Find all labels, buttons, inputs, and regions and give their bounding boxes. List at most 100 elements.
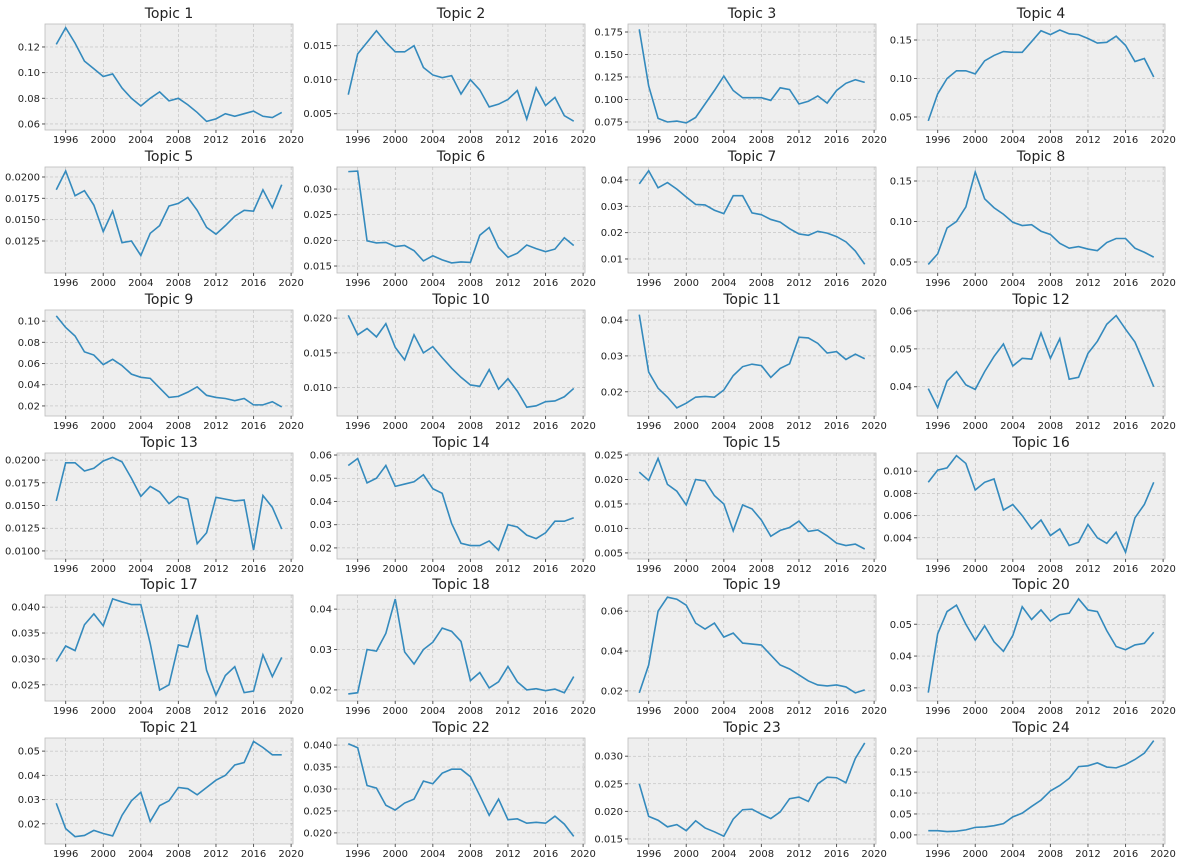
- x-tick-label: 2012: [1075, 706, 1100, 717]
- line: [348, 598, 575, 695]
- x-tick-label: 2000: [91, 421, 116, 432]
- y-tick-label: 0.04: [18, 380, 40, 391]
- x-tick-label: 2004: [711, 706, 736, 717]
- subplot-title: Topic 16: [1011, 435, 1070, 451]
- x-tick-label: 2008: [1038, 706, 1063, 717]
- x-tick-label: 1996: [636, 564, 661, 575]
- x-tick-label: 2020: [570, 421, 595, 432]
- x-tick-label: 2000: [383, 421, 408, 432]
- y-tick-label: 0.025: [11, 680, 40, 691]
- x-tick-label: 2020: [861, 278, 886, 289]
- x-tick-label: 1996: [53, 849, 78, 860]
- y-tick-label: 0.125: [594, 73, 623, 84]
- x-tick-label: 2008: [749, 278, 774, 289]
- line: [55, 740, 282, 838]
- plot-area: [44, 23, 294, 131]
- y-tick-label: 0.20: [890, 747, 912, 758]
- x-tick-label: 2016: [533, 278, 558, 289]
- x-tick-label: 2000: [963, 135, 988, 146]
- y-tick-label: 0.05: [890, 620, 912, 631]
- x-tick-label: 2012: [495, 706, 520, 717]
- subplot: Topic 14 1996 2000 2004 2008 2012 2016 2020 0.02…: [310, 435, 596, 575]
- subplot-title: Topic 4: [1016, 6, 1066, 22]
- x-tick-label: 2000: [674, 706, 699, 717]
- x-tick-label: 1996: [925, 135, 950, 146]
- y-tick-label: 0.02: [18, 819, 40, 830]
- y-tick-label: 0.020: [594, 807, 623, 818]
- y-tick-label: 0.0150: [5, 215, 40, 226]
- x-tick-label: 2004: [1000, 421, 1025, 432]
- y-tick-label: 0.10: [890, 74, 912, 85]
- y-tick-label: 0.010: [303, 75, 332, 86]
- plot-area: [336, 166, 586, 274]
- y-tick-label: 0.030: [303, 784, 332, 795]
- line: [638, 456, 866, 550]
- plot-area: [627, 737, 877, 845]
- y-tick-label: 0.03: [601, 202, 623, 213]
- x-tick-label: 2016: [824, 564, 849, 575]
- x-tick-label: 2020: [861, 135, 886, 146]
- y-tick-label: 0.05: [890, 809, 912, 820]
- y-tick-label: 0.025: [303, 806, 332, 817]
- y-tick-label: 0.020: [303, 236, 332, 247]
- subplot-title: Topic 24: [1011, 720, 1070, 736]
- plot-area: [916, 166, 1166, 274]
- subplot: Topic 17 1996 2000 2004 2008 2012 2016 2020 0.02…: [11, 577, 303, 717]
- x-tick-label: 1996: [53, 421, 78, 432]
- x-tick-label: 2000: [383, 564, 408, 575]
- x-tick-label: 2004: [128, 278, 153, 289]
- plot-area: [916, 594, 1166, 702]
- subplot: Topic 9 1996 2000 2004 2008 2012 2016 2020 0.02 0…: [18, 292, 304, 432]
- y-tick-label: 0.02: [601, 686, 623, 697]
- y-tick-label: 0.0200: [5, 456, 40, 467]
- plot-area: [336, 737, 586, 845]
- subplot-title: Topic 17: [139, 577, 197, 593]
- x-tick-label: 2012: [495, 421, 520, 432]
- x-tick-label: 2004: [128, 564, 153, 575]
- subplot-title: Topic 10: [431, 292, 489, 308]
- x-tick-label: 2004: [1000, 278, 1025, 289]
- x-tick-label: 2016: [241, 564, 266, 575]
- x-tick-label: 2016: [1113, 421, 1138, 432]
- x-tick-label: 2012: [203, 135, 228, 146]
- y-tick-label: 0.015: [594, 834, 623, 845]
- subplot: Topic 7 1996 2000 2004 2008 2012 2016 2020 0.01 0…: [601, 149, 887, 289]
- y-tick-label: 0.15: [890, 177, 912, 188]
- subplot-title: Topic 20: [1011, 577, 1069, 593]
- x-tick-label: 2000: [383, 278, 408, 289]
- x-tick-label: 2020: [861, 421, 886, 432]
- x-tick-label: 2020: [570, 278, 595, 289]
- subplot-title: Topic 21: [139, 720, 197, 736]
- y-tick-label: 0.010: [303, 383, 332, 394]
- x-tick-label: 2016: [824, 421, 849, 432]
- y-tick-label: 0.040: [303, 741, 332, 752]
- x-tick-label: 2008: [1038, 421, 1063, 432]
- x-tick-label: 2000: [91, 278, 116, 289]
- x-tick-label: 2008: [166, 564, 191, 575]
- y-tick-label: 0.04: [18, 771, 40, 782]
- y-tick-label: 0.05: [890, 257, 912, 268]
- x-tick-label: 2000: [91, 564, 116, 575]
- x-tick-label: 2020: [861, 564, 886, 575]
- x-tick-label: 2016: [1113, 135, 1138, 146]
- plot-area: [916, 309, 1166, 417]
- y-tick-label: 0.04: [601, 647, 623, 658]
- x-tick-label: 2012: [786, 421, 811, 432]
- x-tick-label: 2020: [570, 706, 595, 717]
- x-tick-label: 2020: [1150, 278, 1175, 289]
- x-tick-label: 2020: [278, 564, 303, 575]
- y-tick-label: 0.03: [310, 520, 332, 531]
- x-tick-label: 2000: [674, 564, 699, 575]
- y-tick-label: 0.040: [11, 603, 40, 614]
- y-tick-label: 0.10: [890, 789, 912, 800]
- subplot: Topic 12 1996 2000 2004 2008 2012 2016 2020 0.04…: [890, 292, 1176, 432]
- x-tick-label: 2016: [1113, 706, 1138, 717]
- line: [347, 743, 575, 837]
- x-tick-label: 2004: [420, 564, 445, 575]
- y-tick-label: 0.008: [883, 489, 912, 500]
- x-tick-label: 2016: [1113, 278, 1138, 289]
- x-tick-label: 2012: [203, 278, 228, 289]
- subplot: Topic 6 1996 2000 2004 2008 2012 2016 2020 0.015…: [303, 149, 595, 289]
- x-tick-label: 2000: [963, 278, 988, 289]
- subplot: Topic 11 1996 2000 2004 2008 2012 2016 2020 0.02…: [601, 292, 887, 432]
